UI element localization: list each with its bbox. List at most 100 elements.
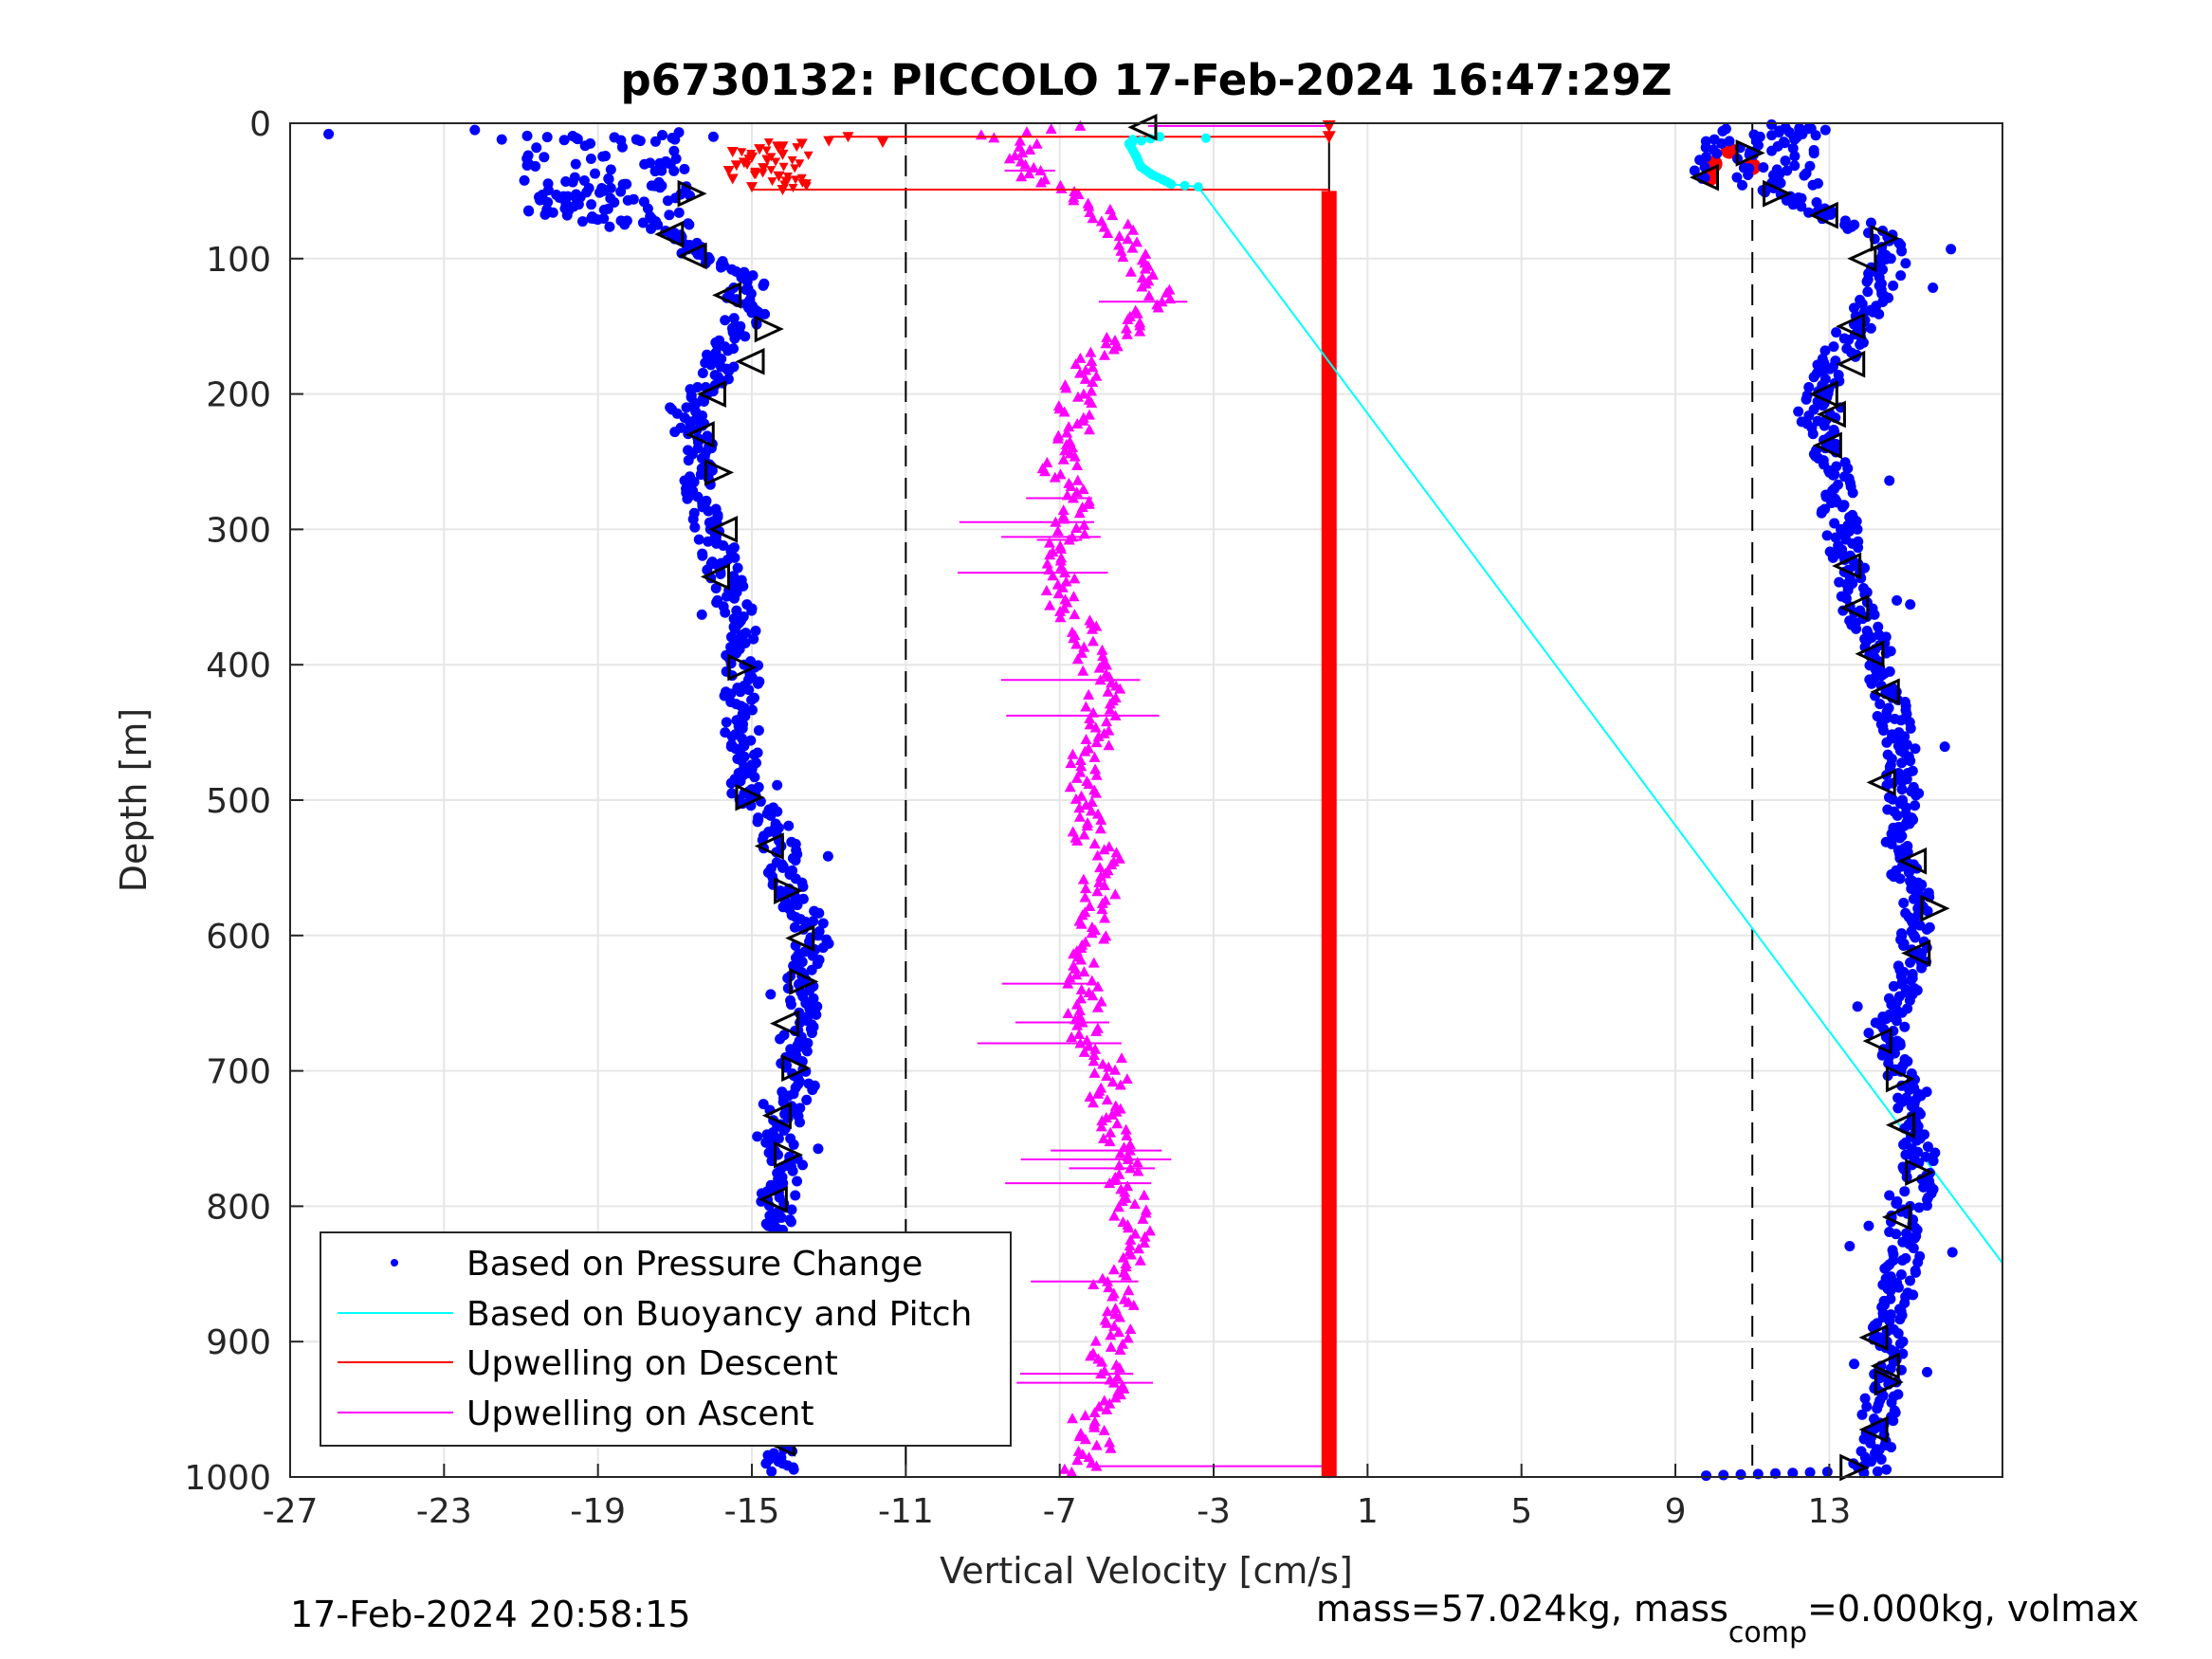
pressure-change-point [523,205,535,216]
pressure-change-point [1851,516,1862,527]
pressure-change-point [1922,905,1933,917]
pressure-change-point [728,592,740,604]
pitch-marker [774,1140,804,1169]
ascent-upwelling-point [1077,388,1089,399]
ascent-upwelling-point [1076,647,1088,658]
pressure-change-point [654,157,666,169]
pressure-change-point [1891,1198,1902,1210]
pressure-change-point [687,514,699,525]
ascent-upwelling-point [1087,361,1099,373]
pressure-change-point [1827,552,1838,563]
ascent-upwelling-point [1090,737,1103,748]
pressure-change-point [1772,140,1783,152]
ascent-upwelling-point [1069,450,1081,462]
ascent-upwelling-point [1071,1454,1084,1466]
ascent-upwelling-point [1101,716,1113,727]
pressure-change-point [804,936,815,947]
pressure-change-point [679,163,690,174]
ascent-upwelling-point [1122,314,1134,325]
ascent-upwelling-point [1083,778,1095,790]
pressure-change-point [649,136,661,147]
pressure-change-point [1877,724,1889,736]
pitch-marker [1816,400,1846,428]
pressure-change-point [1724,136,1735,147]
pitch-marker [1858,1323,1889,1352]
ascent-upwelling-point [1113,1326,1125,1338]
pressure-change-point [619,219,631,230]
pressure-change-point [1853,542,1864,554]
descent-upwelling-point [782,172,793,181]
pitch-marker [758,1185,788,1213]
ascent-upwelling-point [1071,459,1084,470]
pressure-change-point [811,1009,822,1020]
legend-swatch-pressure [391,1259,398,1267]
pressure-change-point [605,182,616,193]
ascent-upwelling-point [1088,1066,1101,1078]
ascent-upwelling-point [1016,147,1029,158]
descent-upwelling-point [788,183,798,192]
pressure-change-point [813,1143,824,1155]
pressure-change-point [1709,134,1720,145]
ascent-upwelling-point [1088,1278,1100,1289]
pressure-change-point [1821,530,1833,541]
ascent-upwelling-point [1070,772,1083,783]
ascent-upwelling-point [1069,573,1081,584]
pressure-change-point [792,900,803,911]
pressure-change-point [778,1124,790,1136]
ascent-upwelling-point [1089,1335,1102,1346]
ascent-upwelling-point [1088,1421,1101,1432]
pressure-change-point [530,160,541,172]
ascent-upwelling-point [1071,834,1084,846]
pitch-marker [1897,847,1928,875]
pitch-marker [774,877,804,905]
pressure-change-point [716,262,727,273]
ascent-upwelling-point [1127,224,1140,235]
ascent-upwelling-point [1073,802,1086,813]
descent-upwelling-point [795,159,805,169]
pressure-change-point [732,562,743,574]
ascent-upwelling-point [1039,465,1051,477]
ascent-upwelling-point [1088,1049,1100,1061]
pitch-marker [735,347,765,375]
ascent-upwelling-point [1134,325,1146,337]
pressure-change-point [602,203,613,214]
ascent-upwelling-point [1109,888,1122,900]
ascent-upwelling-point [1091,849,1104,861]
descent-upwelling-point [779,180,790,190]
pressure-change-point [1735,1468,1746,1480]
descent-upwelling-point [746,182,759,193]
ascent-upwelling-point [1066,1031,1078,1043]
pressure-change-point [539,152,550,163]
pressure-change-point [1748,129,1760,140]
pressure-change-point [1859,1393,1871,1404]
y-tick-label: 1000 [184,1459,271,1498]
ascent-upwelling-point [1052,588,1065,599]
ascent-upwelling-point [1124,265,1137,277]
ascent-upwelling-point [1074,352,1087,363]
descent-upwelling-point [774,144,784,154]
ascent-upwelling-point [1105,1340,1117,1352]
ascent-upwelling-point [1040,584,1052,595]
ascent-upwelling-point [1024,143,1036,155]
pressure-change-point [728,313,740,324]
ascent-upwelling-point [1065,480,1077,491]
ascent-upwelling-point [1101,659,1113,670]
ascent-upwelling-point [1122,218,1134,229]
pressure-change-point [1899,1021,1910,1032]
descent-upwelling-point [777,184,789,195]
pressure-change-point [752,1131,763,1142]
ascent-upwelling-point [1073,507,1086,519]
descent-upwelling-point [823,136,835,147]
pressure-change-point [1830,532,1841,543]
pressure-change-point [1804,1467,1816,1478]
ascent-upwelling-point [1102,227,1114,238]
pressure-change-point [1887,793,1898,805]
ascent-upwelling-point [1098,1424,1110,1435]
ascent-upwelling-point [1098,844,1110,855]
ascent-upwelling-point [1103,739,1115,751]
pressure-change-point [1808,372,1819,383]
pressure-change-point [1856,1409,1868,1420]
pitch-marker [654,220,685,248]
ascent-upwelling-point [1088,1407,1101,1418]
x-tick-label: -19 [570,1492,626,1531]
